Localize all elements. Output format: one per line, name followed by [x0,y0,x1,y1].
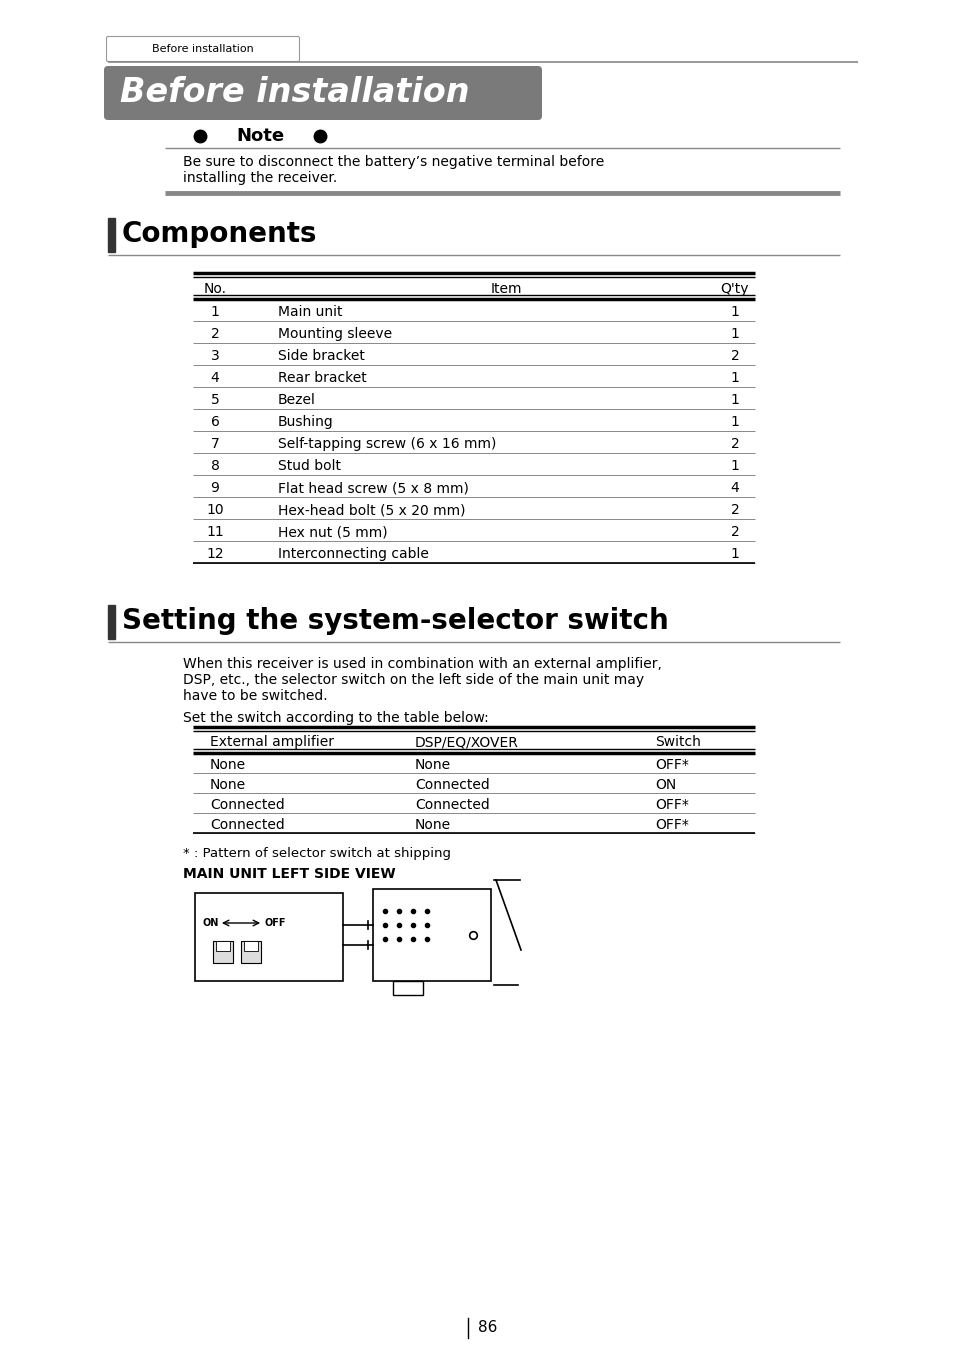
Text: OFF: OFF [265,917,286,928]
Text: Connected: Connected [415,778,489,793]
Text: Flat head screw (5 x 8 mm): Flat head screw (5 x 8 mm) [277,481,468,495]
Text: 11: 11 [206,524,224,539]
Text: Connected: Connected [210,818,284,832]
Text: Connected: Connected [415,798,489,812]
Text: Bushing: Bushing [277,415,334,430]
Text: Note: Note [235,127,284,145]
Text: 2: 2 [730,350,739,363]
Text: Hex nut (5 mm): Hex nut (5 mm) [277,524,387,539]
Text: Q'ty: Q'ty [720,282,748,295]
Text: 5: 5 [211,393,219,406]
Text: 86: 86 [477,1321,497,1336]
Text: Before installation: Before installation [120,76,469,108]
Text: None: None [210,757,246,772]
Text: OFF*: OFF* [655,798,688,812]
Bar [215,940,230,951]
Text: 2: 2 [211,327,219,341]
Text: DSP, etc., the selector switch on the left side of the main unit may: DSP, etc., the selector switch on the le… [183,673,643,687]
Text: None: None [210,778,246,793]
Text: Interconnecting cable: Interconnecting cable [277,547,429,561]
Text: 6: 6 [211,415,219,430]
Text: OFF*: OFF* [655,818,688,832]
Text: 4: 4 [211,371,219,385]
Bar [244,940,257,951]
Text: have to be switched.: have to be switched. [183,688,327,703]
Text: 1: 1 [730,547,739,561]
Text: No.: No. [203,282,226,295]
Text: None: None [415,818,451,832]
Text: ON: ON [655,778,676,793]
FancyBboxPatch shape [107,37,299,61]
Text: 2: 2 [730,438,739,451]
Text: 8: 8 [211,459,219,473]
Text: Switch: Switch [655,734,700,749]
Text: 1: 1 [730,305,739,318]
Text: 1: 1 [730,371,739,385]
Text: Item: Item [490,282,521,295]
Bar [373,889,491,981]
Text: 3: 3 [211,350,219,363]
Text: ON: ON [203,917,219,928]
Bar [108,218,115,252]
Text: Stud bolt: Stud bolt [277,459,340,473]
Text: Setting the system-selector switch: Setting the system-selector switch [122,607,668,635]
Text: 7: 7 [211,438,219,451]
Text: Main unit: Main unit [277,305,342,318]
Text: 9: 9 [211,481,219,495]
Text: 2: 2 [730,524,739,539]
Text: Be sure to disconnect the battery’s negative terminal before: Be sure to disconnect the battery’s nega… [183,154,603,169]
Text: Mounting sleeve: Mounting sleeve [277,327,392,341]
Bar [108,604,115,640]
Text: Before installation: Before installation [152,43,253,54]
Text: Set the switch according to the table below:: Set the switch according to the table be… [183,711,488,725]
Text: Bezel: Bezel [277,393,315,406]
Text: installing the receiver.: installing the receiver. [183,171,337,186]
Text: DSP/EQ/XOVER: DSP/EQ/XOVER [415,734,518,749]
Bar [393,981,422,995]
Text: 2: 2 [730,503,739,518]
Text: Rear bracket: Rear bracket [277,371,366,385]
Text: 4: 4 [730,481,739,495]
Text: When this receiver is used in combination with an external amplifier,: When this receiver is used in combinatio… [183,657,661,671]
Text: Components: Components [122,220,317,248]
Text: Hex-head bolt (5 x 20 mm): Hex-head bolt (5 x 20 mm) [277,503,465,518]
Text: MAIN UNIT LEFT SIDE VIEW: MAIN UNIT LEFT SIDE VIEW [183,867,395,881]
Text: * : Pattern of selector switch at shipping: * : Pattern of selector switch at shippi… [183,847,451,860]
Text: None: None [415,757,451,772]
Text: Connected: Connected [210,798,284,812]
Bar [213,940,233,963]
Text: OFF*: OFF* [655,757,688,772]
Text: 1: 1 [730,459,739,473]
Bar [241,940,261,963]
Text: 1: 1 [211,305,219,318]
Text: 1: 1 [730,327,739,341]
Text: 1: 1 [730,415,739,430]
Text: 1: 1 [730,393,739,406]
Text: Side bracket: Side bracket [277,350,364,363]
Bar [194,893,343,981]
Text: 10: 10 [206,503,224,518]
FancyBboxPatch shape [104,66,541,121]
Text: 12: 12 [206,547,224,561]
Text: External amplifier: External amplifier [210,734,334,749]
Text: Self-tapping screw (6 x 16 mm): Self-tapping screw (6 x 16 mm) [277,438,496,451]
